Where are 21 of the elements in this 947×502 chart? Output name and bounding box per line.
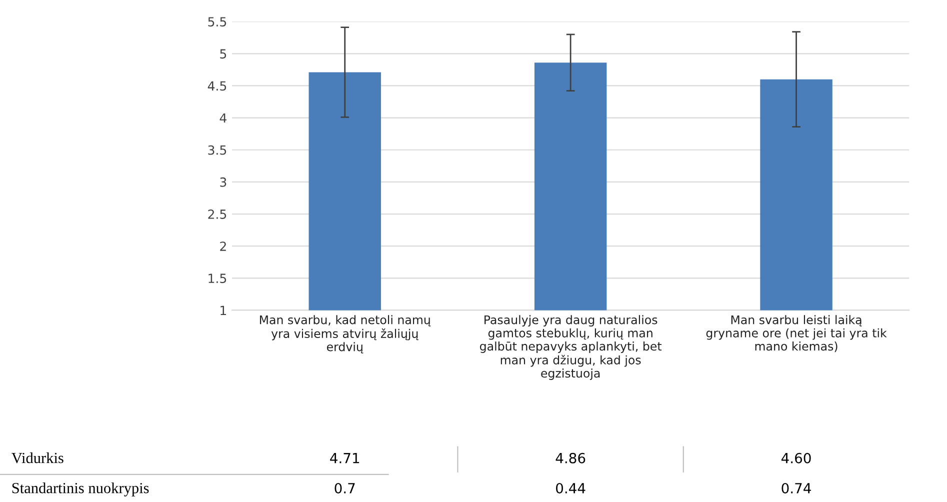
y-tick-label: 5.5	[208, 17, 226, 27]
text: Standartinis nuokrypis	[12, 482, 149, 496]
text: 0.44	[556, 482, 586, 494]
x-tick-label: Man svarbu leisti laiką gryname ore (net jei tai yra tik mano kiemas)	[706, 315, 887, 352]
x-tick-label: Pasaulyje yra daug naturalios gamtos stebuklų, kurių man galbūt nepavyks aplankyti, bet man yra džiugu, kad jos egzistuoja	[480, 315, 662, 380]
data-label: 4.60	[781, 452, 811, 464]
y-tick-label: 1.5	[208, 274, 226, 284]
y-tick-label: 4	[220, 113, 226, 123]
y-tick-label: 1	[220, 306, 226, 315]
data-label: 4.86	[556, 452, 586, 464]
y-tick-label: 2.5	[208, 209, 226, 219]
y-tick-label: 4.5	[208, 81, 226, 91]
text: 0.74	[782, 482, 811, 494]
data-label: 4.71	[330, 453, 360, 464]
x-tick-label: Man svarbu, kad netoli namų yra visiems atvirų žaliųjų erdvių	[260, 315, 431, 354]
y-tick-label: 3.5	[208, 145, 226, 155]
text: Vidurkis	[12, 452, 64, 464]
y-tick-label: 3	[220, 177, 226, 187]
y-tick-label: 5	[220, 49, 226, 59]
text: 0.7	[334, 482, 355, 494]
y-tick-label: 2	[220, 242, 226, 251]
